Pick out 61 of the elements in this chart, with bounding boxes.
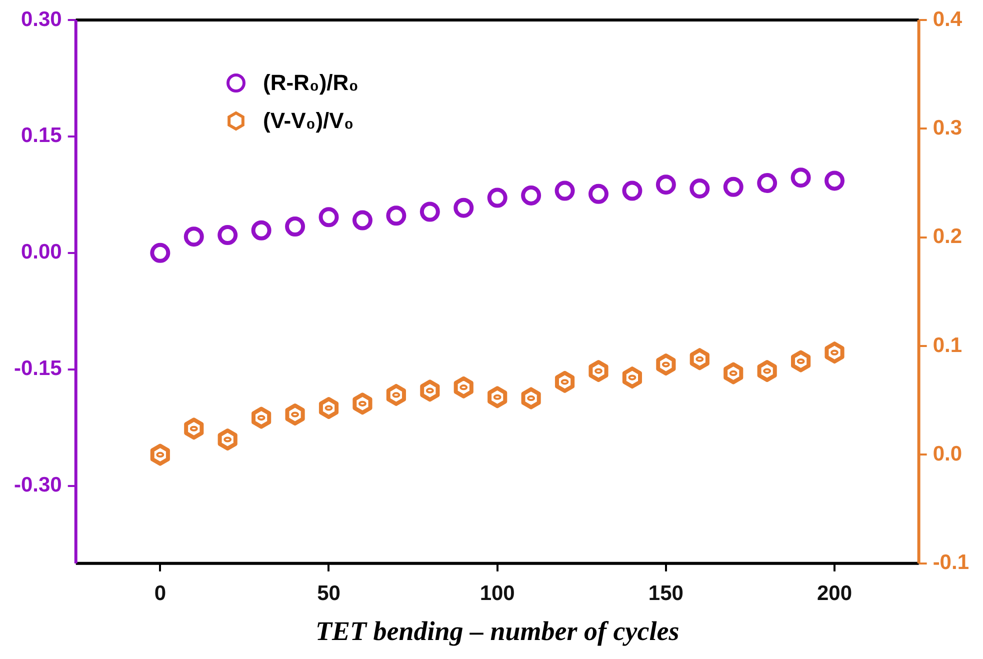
x-tick-label: 150 <box>648 582 684 605</box>
point <box>318 396 339 419</box>
point <box>723 176 744 197</box>
point <box>791 350 811 372</box>
point <box>487 188 508 208</box>
y2-tick-label: 0.3 <box>932 116 962 140</box>
y2-tick-label: -0.1 <box>932 551 970 574</box>
point <box>150 242 170 263</box>
point <box>521 185 542 206</box>
point <box>420 202 440 222</box>
point <box>454 376 474 398</box>
point <box>554 180 575 201</box>
point <box>251 220 272 240</box>
y-tick-label: 0.15 <box>20 124 62 148</box>
point <box>420 380 440 402</box>
point <box>622 366 642 389</box>
x-tick-label: 100 <box>480 582 515 605</box>
point <box>252 406 272 429</box>
y-tick-label: 0.00 <box>20 240 62 264</box>
y2-tick-label: 0.0 <box>932 442 962 466</box>
point <box>285 216 306 236</box>
point <box>184 418 204 440</box>
point <box>285 404 305 426</box>
x-tick-label: 0 <box>154 582 166 605</box>
point <box>488 386 508 408</box>
point <box>824 170 845 191</box>
point <box>656 174 676 195</box>
point <box>386 384 406 406</box>
point <box>150 444 170 466</box>
point <box>757 173 778 194</box>
point <box>656 354 676 376</box>
y2-tick-label: 0.2 <box>932 225 962 248</box>
point <box>757 360 777 382</box>
point <box>724 362 744 384</box>
point <box>318 207 339 228</box>
point <box>690 348 710 370</box>
point <box>824 342 844 364</box>
point <box>588 184 608 204</box>
point <box>184 226 204 247</box>
point <box>588 360 608 382</box>
x-tick-label: 200 <box>816 582 852 605</box>
point <box>218 225 238 246</box>
x-axis-title: TET bending – number of cycles <box>315 616 680 646</box>
x-tick-label: 50 <box>317 582 340 605</box>
point <box>386 206 406 226</box>
point <box>218 428 238 451</box>
legend-label: (R-R₀)/R₀ <box>263 70 359 96</box>
point <box>454 198 474 218</box>
point <box>554 370 575 393</box>
point <box>690 178 710 198</box>
point <box>352 210 372 230</box>
y-tick-label: -0.15 <box>14 357 62 380</box>
y2-tick-label: 0.4 <box>932 8 962 31</box>
legend-label: (V-V₀)/V₀ <box>263 108 354 134</box>
point <box>622 180 642 201</box>
point <box>352 392 372 415</box>
y-tick-label: -0.30 <box>14 474 62 497</box>
point <box>521 387 541 410</box>
y-tick-label: 0.30 <box>20 8 62 31</box>
point <box>790 168 811 188</box>
y2-tick-label: 0.1 <box>932 334 962 357</box>
